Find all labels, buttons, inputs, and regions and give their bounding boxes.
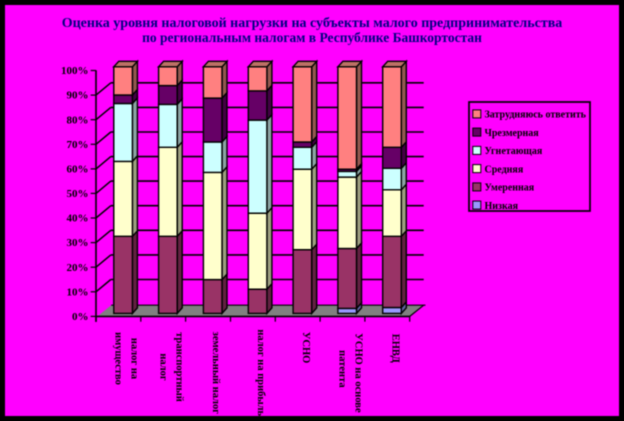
svg-text:по региональным налогам в Респ: по региональным налогам в Республике Баш… xyxy=(142,30,482,45)
svg-text:налог на: налог на xyxy=(129,338,140,380)
svg-text:транспортный: транспортный xyxy=(173,332,184,402)
svg-text:50%: 50% xyxy=(67,188,89,200)
svg-text:0%: 0% xyxy=(72,311,89,323)
svg-text:Низкая: Низкая xyxy=(485,201,519,212)
svg-text:100%: 100% xyxy=(61,65,89,77)
svg-text:налог на прибыль: налог на прибыль xyxy=(255,329,266,416)
svg-text:налог: налог xyxy=(157,353,168,381)
svg-text:90%: 90% xyxy=(67,90,89,102)
svg-text:30%: 30% xyxy=(67,237,89,249)
svg-text:Умеренная: Умеренная xyxy=(485,183,535,194)
svg-text:40%: 40% xyxy=(67,213,89,225)
svg-text:70%: 70% xyxy=(67,139,89,151)
svg-text:Угнетающая: Угнетающая xyxy=(485,146,543,157)
svg-text:Оценка уровня налоговой нагруз: Оценка уровня налоговой нагрузки на субъ… xyxy=(62,16,563,31)
svg-text:имущество: имущество xyxy=(113,332,124,385)
svg-text:земельный налог: земельный налог xyxy=(210,332,221,415)
svg-text:60%: 60% xyxy=(67,164,89,176)
svg-text:80%: 80% xyxy=(67,114,89,126)
svg-text:УСНО: УСНО xyxy=(300,332,311,364)
svg-text:патента: патента xyxy=(337,350,348,388)
svg-text:20%: 20% xyxy=(67,262,89,274)
svg-text:ЕНВД: ЕНВД xyxy=(389,334,400,364)
svg-text:Затрудняюсь ответить: Затрудняюсь ответить xyxy=(485,110,587,121)
svg-text:10%: 10% xyxy=(67,286,89,298)
svg-text:Чрезмерная: Чрезмерная xyxy=(485,128,540,139)
svg-text:УСНО на основе: УСНО на основе xyxy=(353,333,364,413)
svg-text:Средняя: Средняя xyxy=(485,164,524,175)
